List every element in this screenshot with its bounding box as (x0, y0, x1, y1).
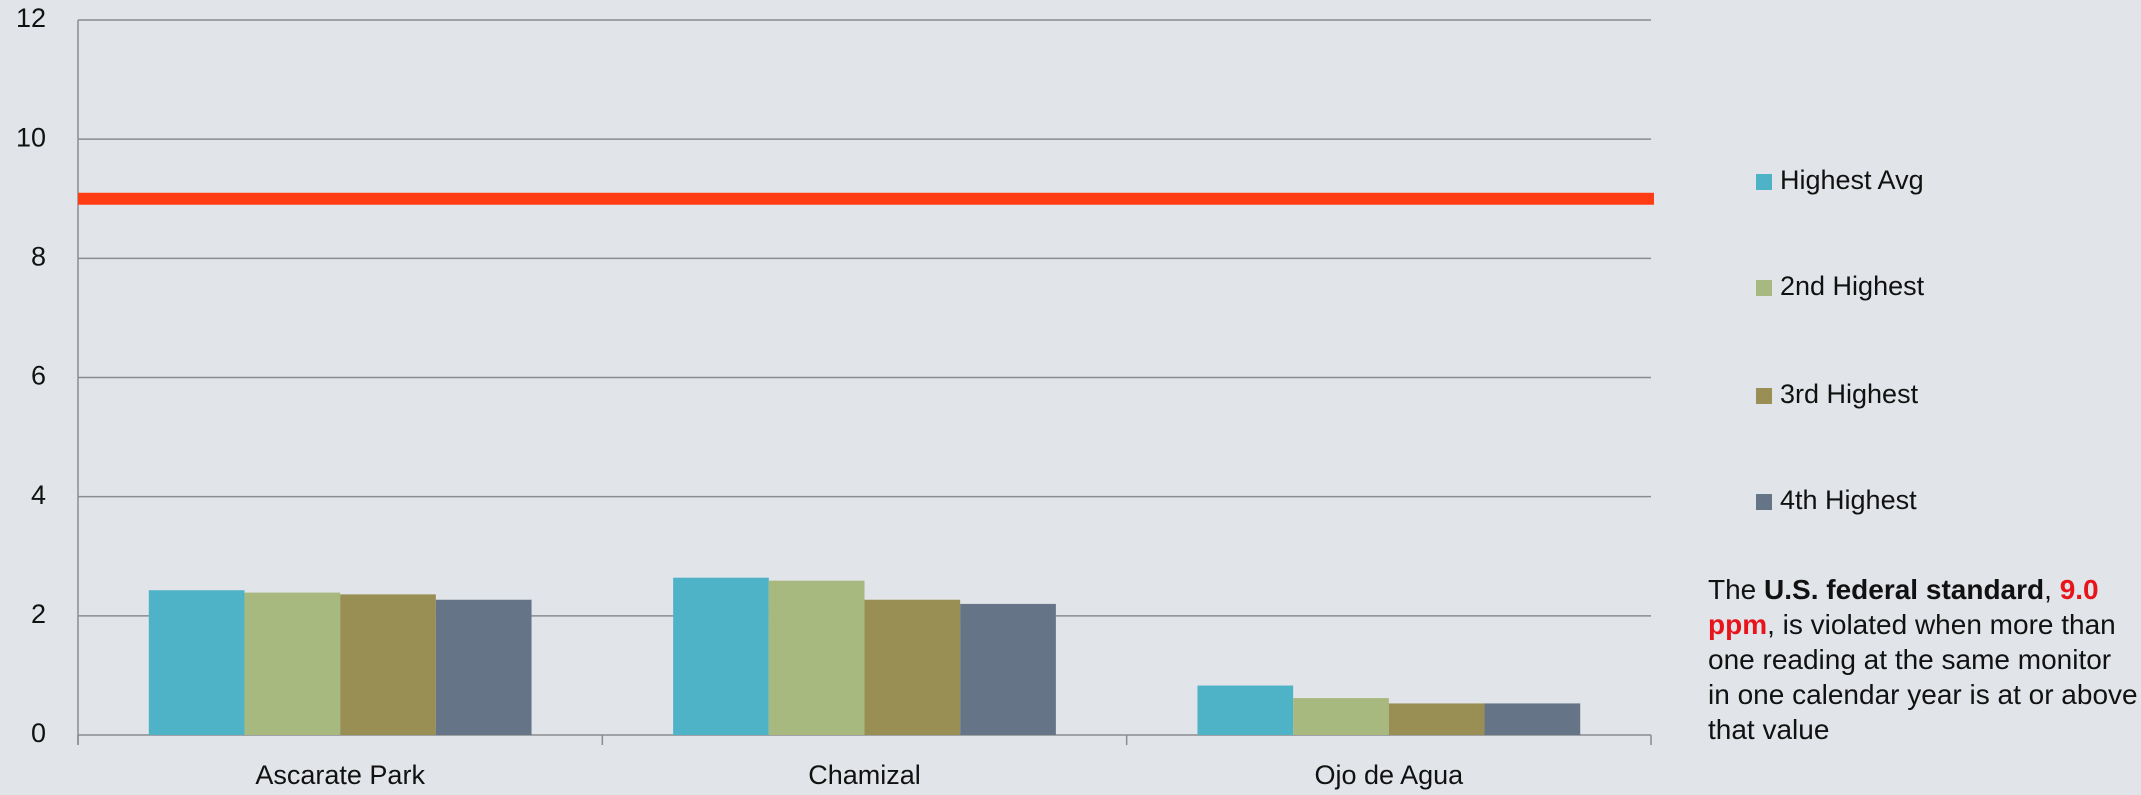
legend-label: 3rd Highest (1780, 379, 1919, 409)
x-tick-label: Ojo de Agua (1315, 760, 1465, 790)
bar (864, 599, 961, 735)
y-tick-label: 2 (31, 599, 46, 629)
legend-label: Highest Avg (1780, 165, 1924, 195)
annotation: The U.S. federal standard, 9.0 ppm, is v… (1708, 572, 2140, 747)
bar (148, 590, 245, 735)
note-standard: 9.0 ppm (1708, 574, 2099, 640)
bar (1388, 703, 1485, 735)
x-tick-label: Chamizal (808, 760, 921, 790)
y-tick-label: 10 (16, 122, 46, 152)
y-tick-label: 6 (31, 361, 46, 391)
legend-label: 2nd Highest (1780, 271, 1925, 301)
legend-swatch (1756, 280, 1772, 296)
bar (1197, 685, 1294, 735)
y-tick-label: 8 (31, 241, 46, 271)
note-bold: U.S. federal standard (1764, 574, 2045, 605)
bar (340, 594, 436, 735)
y-tick-label: 12 (16, 3, 46, 33)
bar (1484, 703, 1581, 735)
bar (673, 577, 769, 735)
bar (244, 592, 341, 735)
legend-label: 4th Highest (1780, 485, 1917, 515)
bar (960, 603, 1056, 735)
note-text: , is violated when more than one reading… (1708, 609, 2138, 745)
y-tick-label: 4 (31, 480, 46, 510)
bar (768, 580, 865, 735)
note-text: , (2044, 574, 2060, 605)
legend-swatch (1756, 388, 1772, 404)
bar (1293, 698, 1389, 735)
legend-swatch (1756, 494, 1772, 510)
legend-swatch (1756, 174, 1772, 190)
note-text: The (1708, 574, 1765, 605)
bar (435, 599, 532, 735)
x-tick-label: Ascarate Park (255, 760, 425, 790)
y-tick-label: 0 (31, 718, 46, 748)
